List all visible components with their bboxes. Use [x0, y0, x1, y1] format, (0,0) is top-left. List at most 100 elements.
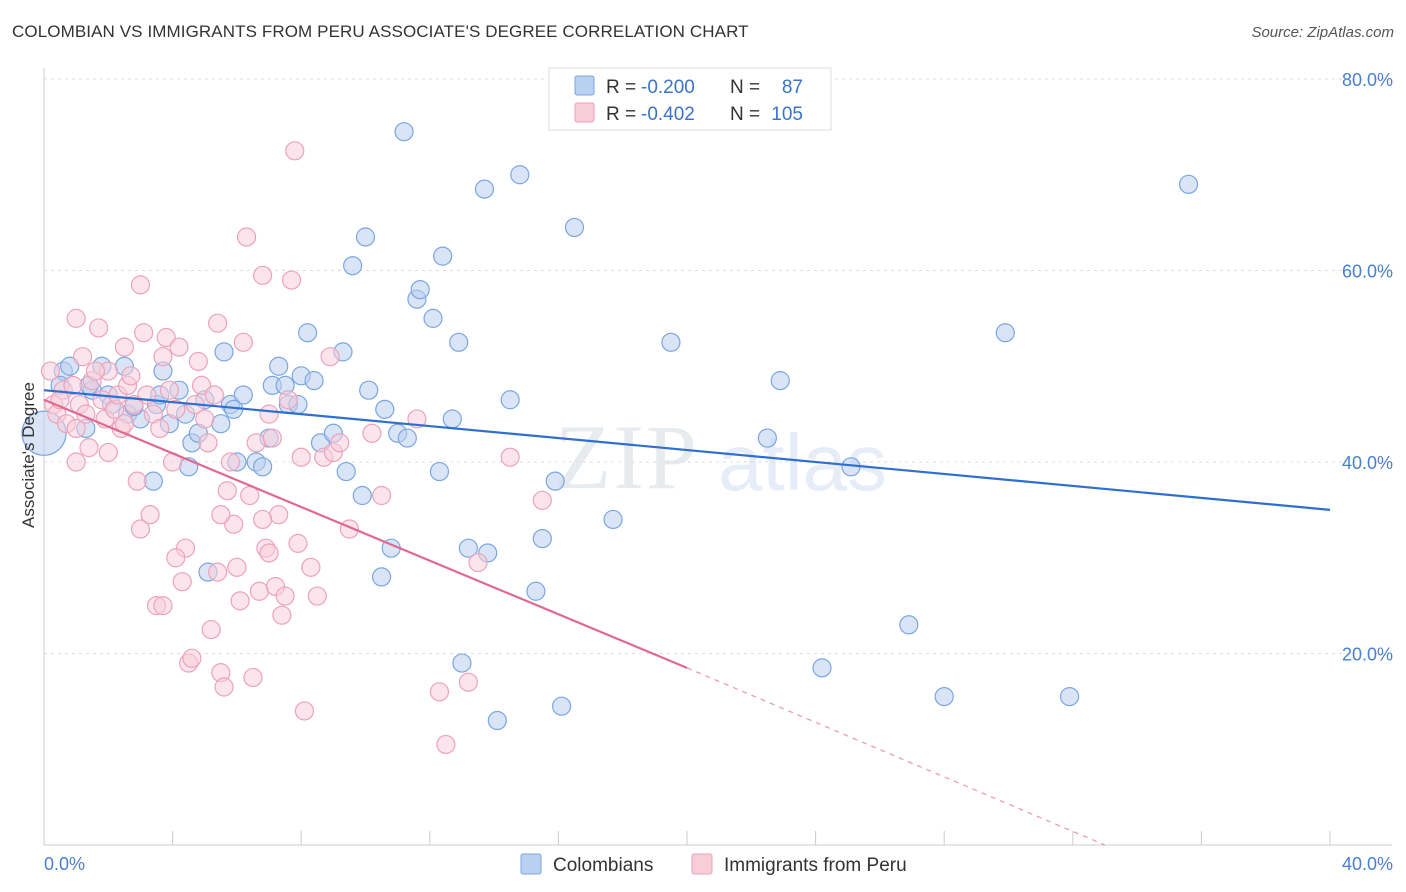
- point-colombians: [269, 356, 289, 376]
- point-colombians: [233, 385, 253, 405]
- point-peru: [532, 490, 552, 510]
- point-peru: [66, 308, 86, 328]
- trend-line-peru: [43, 398, 688, 669]
- point-peru: [253, 265, 273, 285]
- point-peru: [66, 418, 86, 439]
- point-peru: [458, 672, 478, 692]
- point-colombians: [449, 332, 469, 352]
- point-peru: [98, 442, 118, 463]
- point-peru: [66, 452, 86, 472]
- point-colombians: [423, 308, 443, 328]
- point-colombians: [564, 217, 585, 238]
- point-peru: [262, 428, 282, 448]
- point-peru: [153, 347, 173, 367]
- point-peru: [330, 433, 350, 453]
- legend-swatch-peru: [574, 102, 595, 123]
- point-peru: [140, 505, 160, 525]
- legend-n-label-colombians: N =: [730, 77, 760, 98]
- point-peru: [130, 275, 151, 295]
- y-tick-label: 40.0%: [1342, 453, 1393, 473]
- point-colombians: [603, 509, 623, 530]
- point-peru: [233, 332, 253, 352]
- point-peru: [166, 548, 186, 568]
- point-peru: [172, 572, 192, 592]
- point-peru: [500, 447, 520, 467]
- point-peru: [259, 543, 279, 563]
- point-peru: [281, 270, 302, 290]
- point-peru: [121, 366, 141, 386]
- point-colombians: [1059, 686, 1080, 707]
- y-tick-label: 60.0%: [1342, 262, 1393, 282]
- point-peru: [259, 404, 279, 424]
- point-peru: [79, 438, 99, 458]
- point-peru: [156, 327, 176, 348]
- legend-r-value-peru: -0.402: [641, 104, 695, 125]
- point-peru: [227, 557, 247, 577]
- point-colombians: [487, 710, 507, 731]
- point-colombians: [442, 409, 462, 429]
- x-tick-label: 40.0%: [1342, 854, 1393, 874]
- legend-r-label-colombians: R =: [606, 77, 636, 98]
- point-colombians: [355, 227, 376, 247]
- point-peru: [320, 347, 340, 367]
- point-peru: [272, 605, 292, 625]
- y-tick-label: 20.0%: [1342, 645, 1393, 665]
- point-colombians: [343, 256, 363, 276]
- legend-n-label-peru: N =: [730, 104, 760, 125]
- point-peru: [134, 323, 154, 343]
- point-colombians: [770, 371, 790, 391]
- point-colombians: [359, 380, 379, 400]
- point-peru: [371, 485, 392, 506]
- point-colombians: [336, 461, 356, 482]
- point-peru: [208, 313, 228, 333]
- point-peru: [191, 375, 212, 395]
- point-colombians: [474, 179, 495, 199]
- y-tick-label: 80.0%: [1342, 70, 1393, 90]
- watermark: ZIP atlas: [555, 406, 887, 508]
- point-colombians: [433, 246, 453, 266]
- point-peru: [130, 519, 151, 539]
- point-colombians: [375, 399, 395, 419]
- point-colombians: [500, 390, 520, 410]
- point-colombians: [552, 696, 572, 716]
- trend-line-colombians: [43, 389, 1331, 511]
- point-peru: [150, 418, 170, 439]
- chart-title: COLOMBIAN VS IMMIGRANTS FROM PERU ASSOCI…: [12, 22, 749, 41]
- point-colombians: [371, 567, 392, 587]
- point-colombians: [934, 686, 954, 707]
- point-colombians: [526, 581, 546, 601]
- point-colombians: [757, 428, 777, 448]
- point-colombians: [304, 371, 324, 391]
- point-colombians: [211, 414, 231, 434]
- point-peru: [468, 552, 488, 573]
- point-peru: [362, 423, 382, 443]
- x-tick-label: 0.0%: [44, 854, 85, 874]
- point-peru: [429, 682, 450, 702]
- point-colombians: [452, 653, 472, 673]
- point-peru: [301, 557, 321, 577]
- point-peru: [188, 351, 208, 372]
- point-peru: [230, 591, 250, 611]
- point-peru: [246, 433, 266, 453]
- trend-lines: [43, 389, 1331, 846]
- point-peru: [236, 227, 257, 247]
- bottom-legend-label-peru: Immigrants from Peru: [724, 855, 907, 876]
- point-colombians: [458, 538, 478, 558]
- point-peru: [169, 337, 189, 357]
- point-peru: [307, 586, 327, 606]
- point-peru: [204, 385, 224, 405]
- point-peru: [114, 337, 134, 357]
- point-colombians: [1178, 174, 1199, 194]
- point-colombians: [352, 485, 372, 506]
- point-peru: [63, 375, 83, 395]
- series-immigrants-from-peru: [40, 141, 552, 755]
- point-peru: [436, 734, 456, 755]
- point-peru: [85, 361, 106, 381]
- y-axis-label: Associate's Degree: [19, 382, 38, 528]
- point-colombians: [60, 356, 80, 376]
- point-colombians: [812, 658, 832, 678]
- legend-r-value-colombians: -0.200: [641, 77, 695, 98]
- point-peru: [214, 677, 234, 697]
- point-peru: [198, 433, 218, 453]
